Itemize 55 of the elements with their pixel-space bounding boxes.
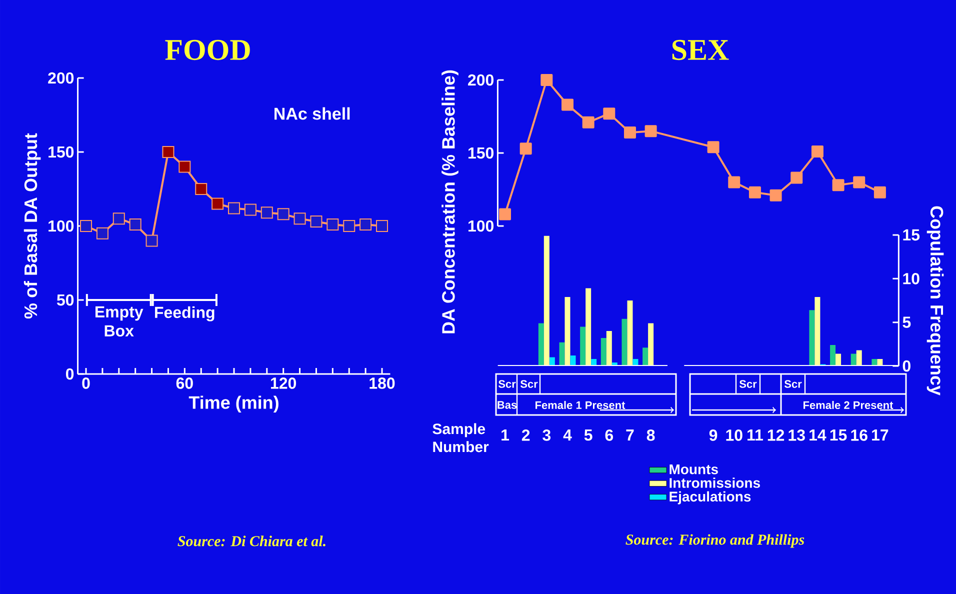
annotation: NAc shell — [274, 107, 350, 120]
annotation: Empty Box — [95, 306, 144, 336]
x-tick-label: 12 — [768, 430, 784, 441]
y-tick-label: 150 — [48, 146, 74, 158]
text: Scr — [784, 380, 802, 388]
y-tick-label: 0 — [902, 360, 910, 372]
x-tick-label: 11 — [748, 430, 763, 441]
text: Scr — [498, 380, 516, 388]
y-tick-label: 0 — [66, 368, 74, 380]
text: Scr — [520, 380, 538, 388]
y-tick-label: 5 — [902, 316, 911, 328]
y-tick-label: 10 — [903, 273, 920, 284]
y-tick-label: 200 — [48, 72, 74, 84]
x-tick-label: 2 — [522, 430, 530, 441]
x-tick-label: 8 — [646, 430, 655, 441]
x-tick-label: 13 — [788, 430, 805, 441]
text: Bas — [498, 401, 517, 409]
y-tick-label: 50 — [56, 294, 74, 306]
x-tick-label: 16 — [851, 430, 868, 441]
y-tick-label: 100 — [468, 220, 494, 232]
x-tick-label: 60 — [176, 378, 193, 389]
x-tick-label: 3 — [542, 430, 551, 441]
chart-title: FOOD — [165, 40, 250, 60]
x-axis-title: Time (min) — [188, 396, 278, 412]
x-tick-label: 6 — [605, 430, 614, 441]
text: Female 1 Present — [535, 400, 626, 410]
chart-title: SEX — [672, 40, 729, 60]
y-axis-title: % of Basal DA Output — [24, 133, 41, 319]
legend-label: Intromissions — [670, 478, 760, 488]
x-tick-label: 120 — [270, 378, 296, 389]
y-tick-label: 200 — [468, 74, 494, 86]
y-axis-title: Copulation Frequency — [926, 206, 944, 396]
text: Female 2 Present — [803, 400, 894, 410]
x-tick-label: 17 — [872, 430, 888, 441]
x-tick-label: 10 — [726, 430, 742, 441]
y-tick-label: 150 — [468, 147, 494, 159]
legend-label: Mounts — [670, 464, 718, 474]
x-tick-label: 5 — [584, 430, 592, 441]
x-tick-label: 4 — [563, 430, 572, 441]
y-tick-label: 15 — [903, 229, 920, 241]
x-axis-title: Sample Number — [432, 423, 489, 452]
x-tick-label: 9 — [709, 430, 718, 441]
x-tick-label: 7 — [626, 430, 634, 441]
x-tick-label: 1 — [502, 430, 510, 441]
text: Scr — [739, 380, 757, 388]
legend-label: Ejaculations — [670, 491, 751, 504]
source-note: Source: Di Chiara et al. — [178, 536, 326, 546]
x-tick-label: 0 — [82, 378, 90, 389]
y-tick-label: 100 — [48, 220, 74, 232]
x-tick-label: 15 — [830, 430, 847, 441]
x-tick-label: 180 — [370, 378, 395, 389]
source-note: Source: Fiorino and Phillips — [626, 534, 804, 548]
annotation: Feeding — [155, 306, 214, 322]
x-tick-label: 14 — [810, 430, 826, 441]
y-axis-title: DA Concentration (% Baseline) — [442, 70, 458, 334]
